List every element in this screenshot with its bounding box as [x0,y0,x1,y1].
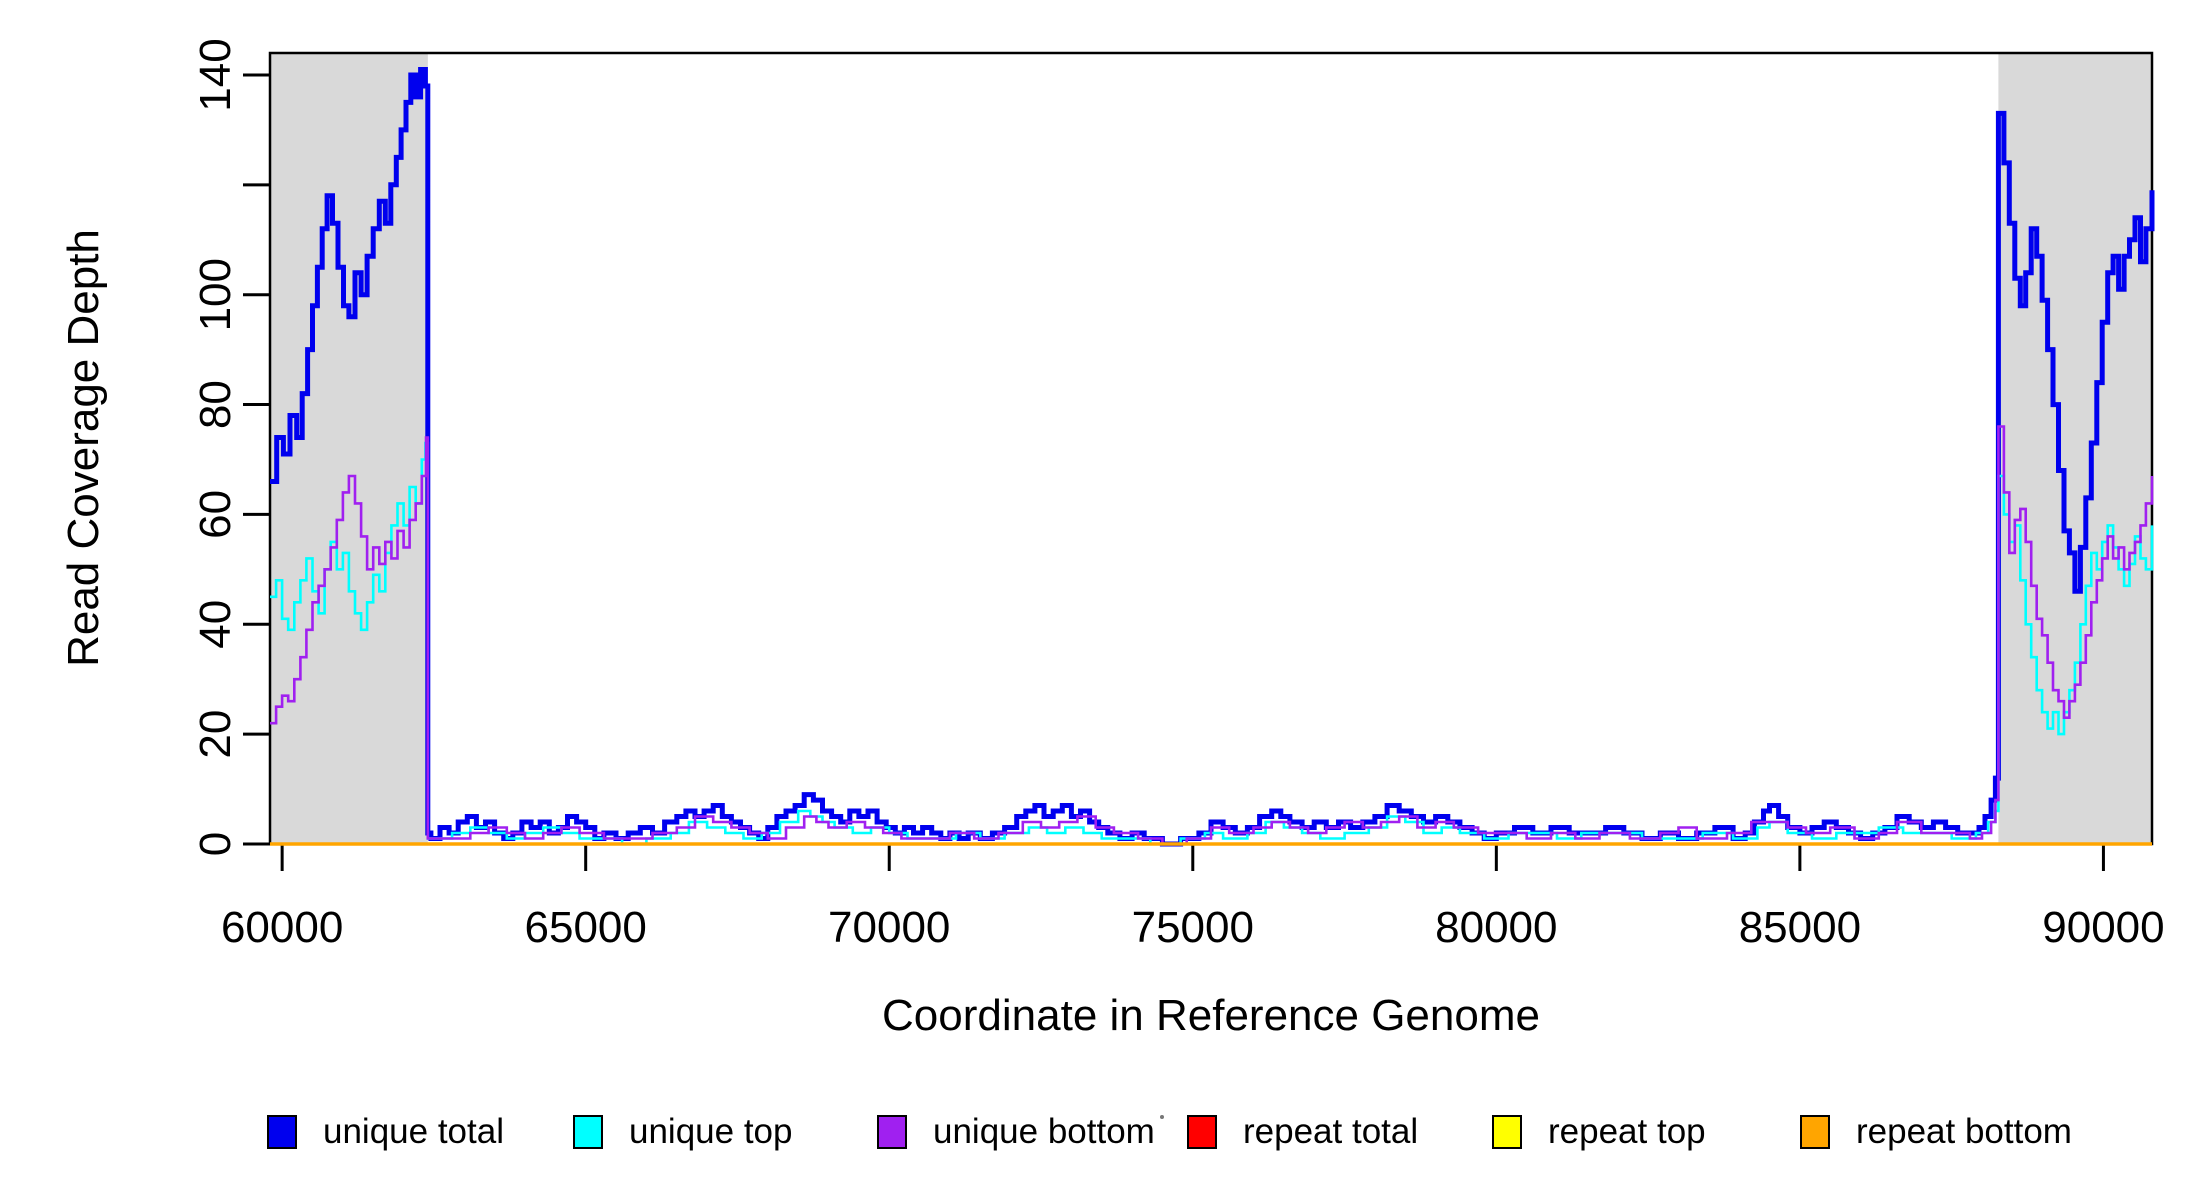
legend-label-repeat-total: repeat total [1243,1112,1419,1151]
y-tick-label: 40 [191,600,240,649]
legend-label-repeat-bottom: repeat bottom [1856,1112,2072,1151]
y-tick-label: 140 [191,38,240,111]
legend-label-unique-top: unique top [629,1112,793,1151]
legend-label-repeat-top: repeat top [1548,1112,1706,1151]
legend: unique total unique top unique bottom repea… [0,1108,2200,1178]
x-tick-label: 85000 [1739,903,1861,952]
legend-item-unique-total: unique total [267,1108,504,1156]
legend-item-unique-bottom: unique bottom [877,1108,1155,1156]
legend-swatch-unique-total [267,1115,297,1149]
legend-swatch-unique-bottom [877,1115,907,1149]
legend-swatch-repeat-bottom [1800,1115,1830,1149]
x-axis-title: Coordinate in Reference Genome [882,991,1540,1040]
shaded-band-0 [270,53,428,844]
y-tick-label: 100 [191,258,240,331]
y-tick-label: 60 [191,490,240,539]
y-tick-label: 80 [191,380,240,429]
series-unique-top-line [270,441,2154,846]
y-axis-title: Read Coverage Depth [59,229,108,667]
stray-mark-dot [1160,1115,1164,1119]
y-tick-label: 0 [191,832,240,856]
shaded-band-1 [1998,53,2152,844]
x-tick-label: 80000 [1435,903,1557,952]
legend-swatch-repeat-top [1492,1115,1522,1149]
plot-border [268,51,2154,846]
x-tick-label: 60000 [221,903,343,952]
legend-swatch-unique-top [573,1115,603,1149]
legend-swatch-repeat-total [1187,1115,1217,1149]
legend-item-repeat-top: repeat top [1492,1108,1706,1156]
legend-label-unique-total: unique total [323,1112,504,1151]
series-unique-bottom-line [270,425,2154,846]
x-tick-label: 90000 [2042,903,2164,952]
x-tick-label: 75000 [1132,903,1254,952]
series-unique-total-line [270,67,2155,847]
x-tick-label: 65000 [525,903,647,952]
x-tick-label: 70000 [828,903,950,952]
legend-item-repeat-total: repeat total [1187,1108,1418,1156]
legend-item-repeat-bottom: repeat bottom [1800,1108,2072,1156]
legend-item-unique-top: unique top [573,1108,792,1156]
legend-label-unique-bottom: unique bottom [933,1112,1155,1151]
y-tick-label: 20 [191,710,240,759]
